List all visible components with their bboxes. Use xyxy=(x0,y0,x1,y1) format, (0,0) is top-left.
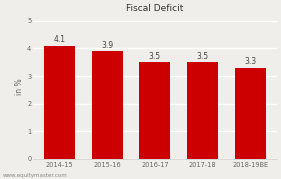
Text: 3.5: 3.5 xyxy=(196,52,209,61)
Title: Fiscal Deficit: Fiscal Deficit xyxy=(126,4,183,13)
Text: www.equitymaster.com: www.equitymaster.com xyxy=(3,173,67,178)
Y-axis label: in %: in % xyxy=(15,79,24,95)
Bar xyxy=(92,51,123,159)
Bar xyxy=(44,46,75,159)
Text: 4.1: 4.1 xyxy=(53,35,65,44)
Text: 3.5: 3.5 xyxy=(149,52,161,61)
Text: 3.3: 3.3 xyxy=(244,57,256,66)
Bar xyxy=(139,62,170,159)
Text: 3.9: 3.9 xyxy=(101,41,113,50)
Bar xyxy=(235,68,266,159)
Bar xyxy=(187,62,218,159)
